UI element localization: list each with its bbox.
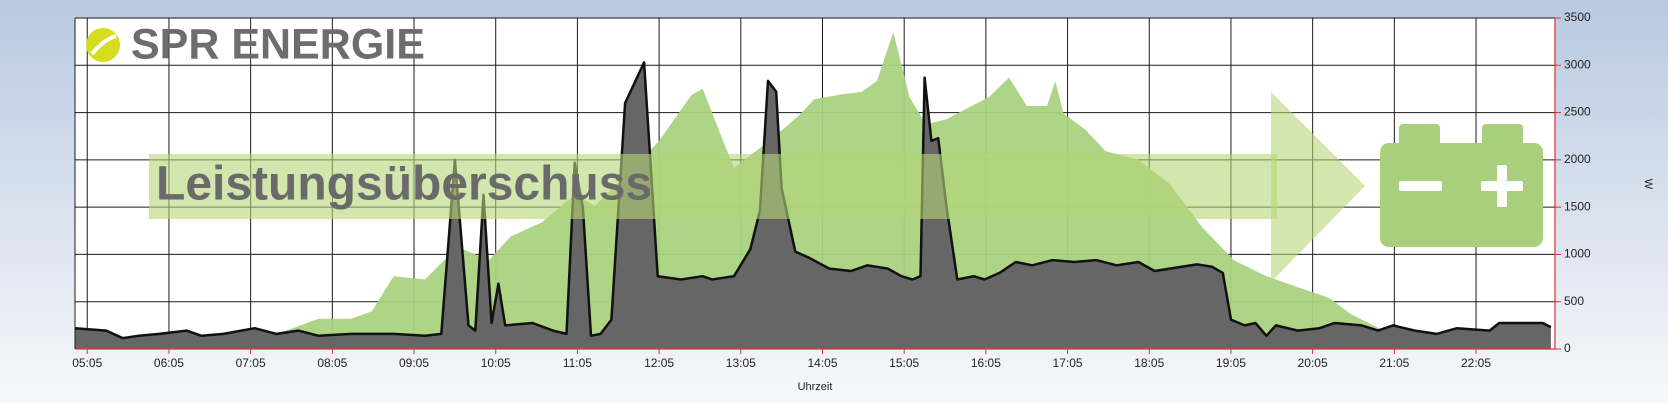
x-tick-label: 12:05 — [644, 356, 674, 370]
x-tick-label: 13:05 — [726, 356, 756, 370]
x-tick-label: 05:05 — [72, 356, 102, 370]
x-tick-label: 08:05 — [317, 356, 347, 370]
axes: 0 500 1000 1500 2000 2500 3000 3500 05:05 06:05 07… — [72, 10, 1591, 370]
banner-text: Leistungsüberschuss — [156, 158, 652, 211]
x-tick-label: 07:05 — [236, 356, 266, 370]
battery-icon — [1380, 143, 1543, 247]
overlay: SPR ENERGIE Leistungsüberschuss — [86, 20, 1543, 282]
x-tick-label: 09:05 — [399, 356, 429, 370]
x-axis-label: Uhrzeit — [798, 381, 833, 393]
x-tick-label: 10:05 — [481, 356, 511, 370]
y-tick-label: 3500 — [1564, 10, 1591, 24]
x-tick-label: 18:05 — [1134, 356, 1164, 370]
y-tick-label: 2500 — [1564, 105, 1591, 119]
y-tick-label: 2000 — [1564, 152, 1591, 166]
arrow-head — [1271, 92, 1365, 282]
x-tick-label: 16:05 — [971, 356, 1001, 370]
y-tick-label: 500 — [1564, 294, 1584, 308]
x-tick-label: 17:05 — [1053, 356, 1083, 370]
logo-text: SPR ENERGIE — [131, 20, 425, 68]
x-tick-label: 14:05 — [807, 356, 837, 370]
battery-minus — [1399, 181, 1442, 191]
x-tick-label: 11:05 — [563, 356, 592, 370]
logo-swoosh — [90, 34, 117, 56]
y-tick-label: 3000 — [1564, 57, 1591, 71]
y-axis-label: W — [1642, 179, 1654, 190]
x-tick-label: 21:05 — [1379, 356, 1409, 370]
y-tick-label: 1500 — [1564, 199, 1591, 213]
x-tick-label: 15:05 — [889, 356, 919, 370]
y-tick-label: 1000 — [1564, 247, 1591, 261]
x-tick-label: 19:05 — [1216, 356, 1246, 370]
banner — [149, 154, 1277, 219]
x-tick-label: 20:05 — [1298, 356, 1328, 370]
battery-plus — [1497, 165, 1507, 207]
y-tick-label: 0 — [1564, 341, 1571, 355]
line — [74, 61, 1552, 340]
area — [75, 62, 1551, 350]
x-tick-label: 06:05 — [154, 356, 184, 370]
x-tick-label: 22:05 — [1461, 356, 1491, 370]
